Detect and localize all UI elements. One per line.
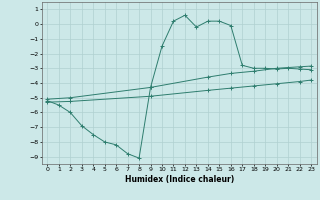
- X-axis label: Humidex (Indice chaleur): Humidex (Indice chaleur): [124, 175, 234, 184]
